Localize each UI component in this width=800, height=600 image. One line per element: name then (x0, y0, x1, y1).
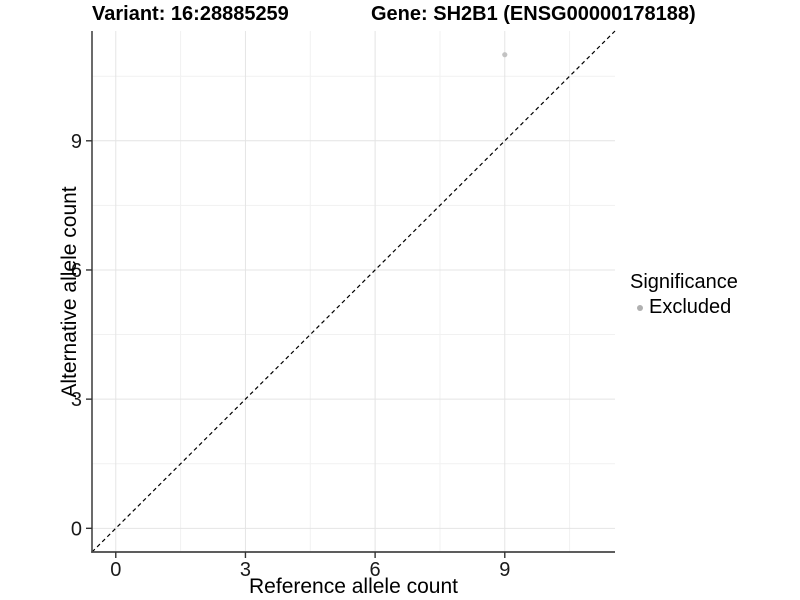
x-tick-label: 0 (110, 559, 121, 581)
y-tick-label: 3 (71, 389, 82, 411)
variant-title: Variant: 16:28885259 (92, 3, 289, 25)
y-tick-label: 9 (71, 131, 82, 153)
y-tick-label: 0 (71, 518, 82, 540)
y-axis-title: Alternative allele count (58, 186, 81, 398)
gene-title: Gene: SH2B1 (ENSG00000178188) (371, 3, 696, 25)
x-tick-label: 3 (240, 559, 251, 581)
x-axis-title: Reference allele count (249, 575, 458, 598)
legend-item-excluded: Excluded (630, 296, 738, 319)
y-tick-label: 6 (71, 260, 82, 282)
data-point (502, 52, 508, 58)
legend-title: Significance (630, 271, 738, 293)
legend: Significance Excluded (630, 271, 738, 319)
excluded-dot-icon (637, 304, 643, 311)
x-tick-label: 6 (370, 559, 381, 581)
x-tick-label: 9 (499, 559, 510, 581)
identity-dashed-line (91, 30, 616, 553)
legend-item-label: Excluded (649, 296, 732, 318)
